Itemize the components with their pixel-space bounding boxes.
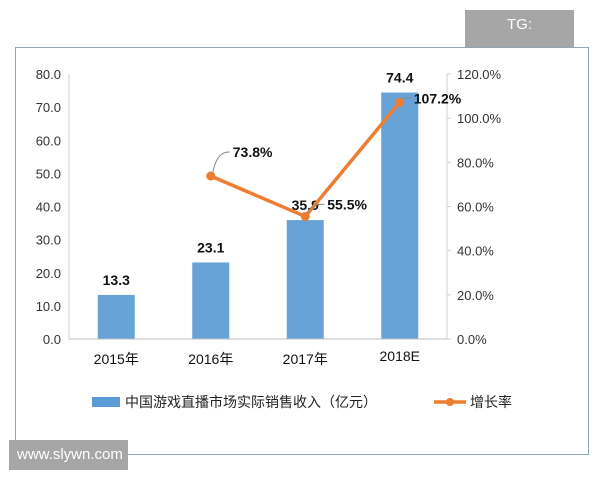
right-tick-label: 0.0% — [457, 332, 487, 347]
bar — [286, 220, 324, 339]
label-leader-line — [306, 203, 325, 214]
right-tick-label: 40.0% — [457, 244, 494, 259]
left-tick-label: 30.0 — [36, 233, 61, 248]
growth-data-label: 107.2% — [414, 90, 462, 106]
category-label: 2015年 — [94, 351, 139, 367]
left-tick-label: 40.0 — [36, 200, 61, 215]
right-tick-label: 60.0% — [457, 200, 494, 215]
category-label: 2017年 — [283, 351, 328, 367]
left-tick-label: 10.0 — [36, 299, 61, 314]
category-label: 2018E — [380, 348, 420, 364]
growth-data-label: 73.8% — [233, 144, 273, 160]
growth-point — [300, 211, 310, 221]
bar-data-label: 23.1 — [197, 239, 224, 255]
bar-data-label: 74.4 — [386, 70, 413, 86]
growth-point — [395, 97, 405, 107]
left-tick-label: 50.0 — [36, 166, 61, 181]
label-leader-line — [212, 151, 230, 174]
label-leader-line — [401, 97, 411, 100]
right-tick-label: 80.0% — [457, 155, 494, 170]
legend-bar-swatch — [92, 397, 120, 407]
left-tick-label: 60.0 — [36, 133, 61, 148]
category-label: 2016年 — [188, 351, 233, 367]
legend-line-label: 增长率 — [470, 394, 512, 410]
left-tick-label: 80.0 — [36, 67, 61, 82]
bar — [381, 92, 419, 339]
left-tick-label: 0.0 — [43, 332, 61, 347]
right-tick-label: 120.0% — [457, 67, 502, 82]
bar — [97, 294, 135, 339]
site-badge: www.slywn.com — [9, 440, 128, 470]
left-tick-label: 70.0 — [36, 100, 61, 115]
bar-data-label: 13.3 — [103, 272, 130, 288]
growth-point — [206, 171, 216, 181]
bar — [192, 262, 230, 339]
right-tick-label: 100.0% — [457, 111, 502, 126]
right-tick-label: 20.0% — [457, 288, 494, 303]
growth-data-label: 55.5% — [327, 196, 367, 212]
left-tick-label: 20.0 — [36, 266, 61, 281]
legend-bar-label: 中国游戏直播市场实际销售收入（亿元） — [125, 394, 377, 410]
legend-line-marker — [446, 398, 454, 406]
